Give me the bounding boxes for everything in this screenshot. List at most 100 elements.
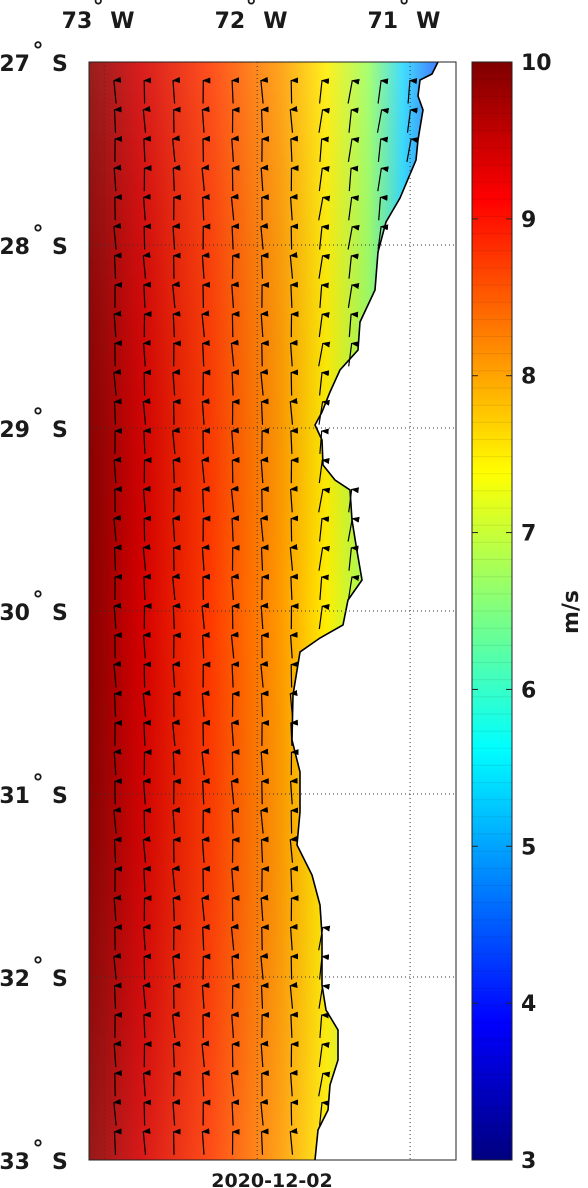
wind-arrow xyxy=(318,925,331,951)
wind-arrow xyxy=(348,341,360,367)
wind-arrow xyxy=(319,954,330,980)
colorbar-tick-label: 3 xyxy=(521,1149,536,1174)
wind-arrow xyxy=(171,573,180,600)
longitude-labels: 73°W 72°W 71°W xyxy=(62,0,441,34)
wind-arrow xyxy=(113,164,122,192)
wind-arrow xyxy=(289,982,298,1009)
wind-arrow xyxy=(113,602,122,630)
wind-arrow xyxy=(347,575,360,600)
wind-arrow xyxy=(230,339,239,367)
wind-arrow xyxy=(142,573,152,600)
colorbar-unit: m/s xyxy=(559,590,584,634)
longitude-hemisphere: W xyxy=(110,9,134,34)
wind-arrow xyxy=(260,836,269,863)
wind-arrow xyxy=(348,253,359,279)
wind-arrow xyxy=(260,544,269,571)
longitude-hemisphere: W xyxy=(263,9,287,34)
wind-arrow xyxy=(259,368,269,396)
wind-arrow xyxy=(230,777,239,805)
wind-arrow xyxy=(201,1069,210,1097)
wind-arrow xyxy=(348,165,359,192)
wind-arrow xyxy=(318,312,330,338)
wind-arrow xyxy=(289,777,298,805)
wind-arrow xyxy=(347,516,360,542)
wind-arrow xyxy=(259,806,269,834)
wind-arrow xyxy=(230,281,239,308)
wind-arrow xyxy=(289,544,298,571)
wind-arrow xyxy=(319,78,330,104)
wind-arrow xyxy=(201,836,210,863)
wind-arrow xyxy=(201,894,210,922)
wind-arrow xyxy=(142,252,151,279)
colorbar-tick-label: 5 xyxy=(521,835,536,860)
wind-arrow xyxy=(318,107,330,133)
wind-arrow xyxy=(231,223,240,250)
wind-arrow xyxy=(231,369,240,396)
wind-arrow xyxy=(289,923,298,951)
wind-arrow xyxy=(230,193,239,221)
wind-arrow xyxy=(142,690,151,717)
wind-arrow xyxy=(318,545,330,571)
wind-arrow xyxy=(201,193,210,221)
graticule xyxy=(89,62,456,1160)
degree-symbol: ° xyxy=(33,771,44,796)
wind-arrow xyxy=(289,135,299,162)
wind-arrow xyxy=(201,777,210,805)
wind-arrow xyxy=(172,223,181,250)
wind-arrow xyxy=(113,748,122,776)
colorbar xyxy=(471,61,513,1161)
wind-arrow xyxy=(113,252,122,279)
wind-arrow xyxy=(259,952,269,980)
latitude-label: 30 xyxy=(0,601,30,626)
wind-arrow xyxy=(112,514,122,542)
wind-arrow xyxy=(112,660,122,688)
latitude-hemisphere: S xyxy=(52,601,68,626)
wind-arrow xyxy=(289,485,298,513)
wind-arrow xyxy=(172,807,181,834)
wind-arrow xyxy=(142,398,151,425)
wind-arrow xyxy=(319,282,329,308)
latitude-hemisphere: S xyxy=(52,235,68,260)
wind-arrow xyxy=(201,690,210,717)
latitude-label: 31 xyxy=(0,784,30,809)
wind-arrow xyxy=(172,515,181,542)
wind-arrow xyxy=(318,983,330,1009)
wind-arrow xyxy=(113,310,122,338)
wind-arrow xyxy=(318,604,330,630)
wind-arrow xyxy=(201,982,210,1009)
wind-arrow xyxy=(348,487,360,513)
wind-arrow xyxy=(113,1040,122,1068)
wind-arrow xyxy=(348,195,360,221)
wind-arrow xyxy=(347,283,360,308)
wind-arrow xyxy=(142,339,151,367)
wind-arrow xyxy=(230,135,239,162)
wind-arrow xyxy=(230,923,239,951)
wind-arrow xyxy=(231,807,240,834)
colorbar-tick-label: 8 xyxy=(521,365,536,390)
wind-arrow xyxy=(318,1042,330,1068)
wind-arrow xyxy=(347,137,360,162)
wind-arrow xyxy=(260,398,269,425)
wind-arrow xyxy=(201,456,210,484)
wind-arrow xyxy=(172,164,181,192)
longitude-label: 73 xyxy=(62,9,93,34)
wind-arrow xyxy=(231,77,240,104)
colorbar-tick-label: 10 xyxy=(521,51,552,76)
wind-arrow xyxy=(260,1040,269,1068)
wind-arrow xyxy=(260,602,269,630)
wind-arrow xyxy=(377,136,389,162)
wind-arrow xyxy=(259,222,269,250)
latitude-label: 33 xyxy=(0,1150,30,1175)
wind-arrow xyxy=(289,719,299,746)
wind-arrow xyxy=(142,544,151,571)
wind-arrow xyxy=(319,1100,330,1126)
colorbar-tick-label: 6 xyxy=(521,678,536,703)
degree-symbol: ° xyxy=(33,588,44,613)
wind-arrow xyxy=(289,106,298,133)
wind-arrow xyxy=(201,602,210,630)
wind-arrow xyxy=(142,106,151,133)
wind-arrow xyxy=(231,515,240,542)
wind-arrow xyxy=(407,78,418,104)
wind-arrow xyxy=(171,135,180,162)
